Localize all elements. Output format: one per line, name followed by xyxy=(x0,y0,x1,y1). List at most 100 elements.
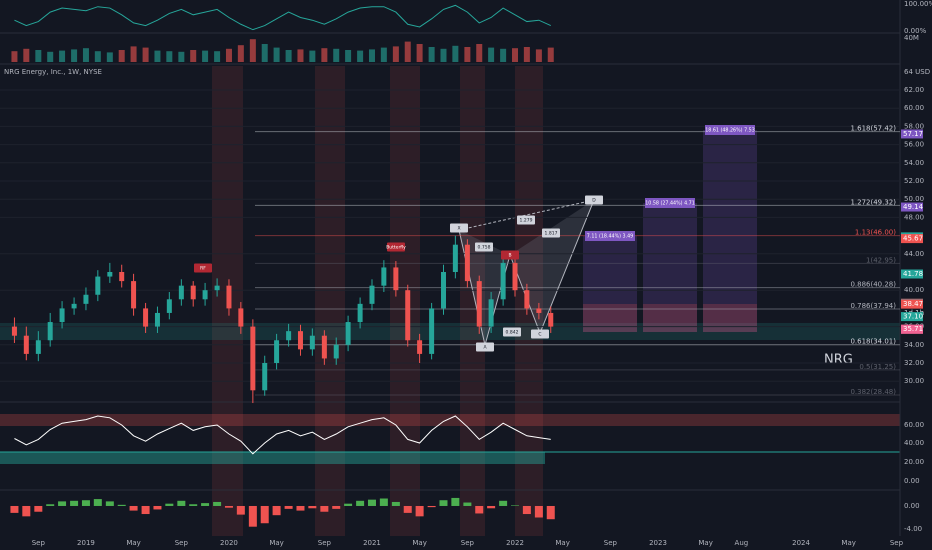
macd-bar xyxy=(248,505,257,527)
macd-bar xyxy=(22,505,31,517)
price-tag-label: 45.67 xyxy=(903,235,923,243)
candle-body xyxy=(23,335,29,354)
macd-bar xyxy=(105,501,114,506)
candle-body xyxy=(357,303,363,323)
volume-bar xyxy=(154,50,161,62)
candle-body xyxy=(500,262,506,300)
x-tick-label: May xyxy=(412,539,426,547)
support-zone xyxy=(0,323,900,340)
candle-body xyxy=(548,312,554,327)
pattern-tag xyxy=(517,215,535,225)
macd-bar xyxy=(511,505,520,506)
volume-bar xyxy=(428,47,435,62)
fib-label: 0.618(34.01) xyxy=(850,338,896,346)
volume-bar xyxy=(249,39,256,62)
candle-body xyxy=(202,290,208,300)
candle-body xyxy=(345,322,351,345)
candle-body xyxy=(369,285,375,304)
rsi-tick-label: 60.00 xyxy=(904,421,924,429)
pattern-label: D xyxy=(592,198,596,204)
volume-bar xyxy=(35,50,42,62)
volume-bar xyxy=(142,47,149,62)
x-tick-label: 2024 xyxy=(792,539,810,547)
candle-body xyxy=(309,335,315,350)
volume-bar xyxy=(357,50,364,62)
volume-bar xyxy=(11,51,18,62)
fib-label: 0.382(28.48) xyxy=(850,388,896,396)
volume-bar xyxy=(297,49,304,62)
candle-body xyxy=(47,322,53,341)
pattern-tag xyxy=(387,242,405,252)
candle-body xyxy=(476,281,482,327)
position-tag xyxy=(585,231,635,241)
pattern-label: C xyxy=(538,332,541,338)
candle-body xyxy=(488,299,494,327)
macd-bar xyxy=(189,504,198,506)
macd-bar xyxy=(70,500,79,506)
pattern-tag xyxy=(585,195,603,205)
y-tick-label: 50.00 xyxy=(904,195,924,203)
macd-bar xyxy=(272,505,281,516)
x-tick-label: 2019 xyxy=(77,539,95,547)
macd-bar xyxy=(224,505,233,508)
pattern-tag xyxy=(194,263,212,273)
y-tick-label: 60.00 xyxy=(904,104,924,112)
position-tag xyxy=(645,198,695,208)
macd-bar xyxy=(284,505,293,509)
stoch-line xyxy=(14,4,551,31)
pattern-tag xyxy=(503,327,521,337)
pattern-label: X xyxy=(457,226,460,232)
candle-body xyxy=(250,326,256,391)
candle-body xyxy=(35,340,41,354)
y-tick-label: 32.00 xyxy=(904,359,924,367)
volume-bar xyxy=(59,50,66,62)
macd-bar xyxy=(34,505,43,512)
fib-label: 1(42.95) xyxy=(866,256,896,264)
volume-bar xyxy=(392,46,399,62)
candle-body xyxy=(83,294,89,304)
pattern-tag xyxy=(475,242,493,252)
candle-body xyxy=(440,272,446,309)
candle-body xyxy=(297,331,303,350)
volume-bar xyxy=(82,48,89,62)
pattern-label: B xyxy=(508,253,511,259)
volume-bar xyxy=(368,49,375,62)
rsi-tick-label: 40.00 xyxy=(904,439,924,447)
volume-bar xyxy=(535,49,542,62)
macd-bar xyxy=(320,505,329,512)
x-tick-label: 2020 xyxy=(220,539,238,547)
volume-bar xyxy=(380,47,387,62)
x-tick-label: 2021 xyxy=(363,539,381,547)
macd-bar xyxy=(213,501,222,506)
rsi-line xyxy=(14,415,551,455)
pattern-tag xyxy=(476,342,494,352)
volume-bar xyxy=(452,45,459,62)
price-tag-label: 41.78 xyxy=(903,270,923,278)
volume-bar xyxy=(237,45,244,62)
price-tag xyxy=(901,234,923,244)
x-tick-label: 2022 xyxy=(506,539,524,547)
volume-tick-label: 40M xyxy=(904,34,919,42)
macd-bar xyxy=(475,505,484,514)
macd-tick-label: 0.00 xyxy=(904,502,920,510)
volume-bar xyxy=(321,48,328,62)
candle-body xyxy=(214,285,220,291)
y-tick-label: 52.00 xyxy=(904,177,924,185)
pattern-label: Butterfly xyxy=(386,245,406,251)
volume-bar xyxy=(285,50,292,62)
macd-bar xyxy=(546,505,555,520)
candle-body xyxy=(262,363,268,391)
x-tick-label: May xyxy=(841,539,855,547)
volume-bar xyxy=(547,47,554,62)
y-tick-label: 58.00 xyxy=(904,122,924,130)
volume-bar xyxy=(130,46,137,62)
candle-body xyxy=(238,308,244,327)
candle-body xyxy=(286,331,292,341)
volume-bar xyxy=(488,47,495,62)
volume-bar xyxy=(261,44,268,62)
price-tag-label: 57.17 xyxy=(903,130,923,138)
price-tag-label: 35.71 xyxy=(903,325,923,333)
fib-label: 1.272(49.32) xyxy=(850,198,896,206)
macd-bar xyxy=(141,505,150,515)
